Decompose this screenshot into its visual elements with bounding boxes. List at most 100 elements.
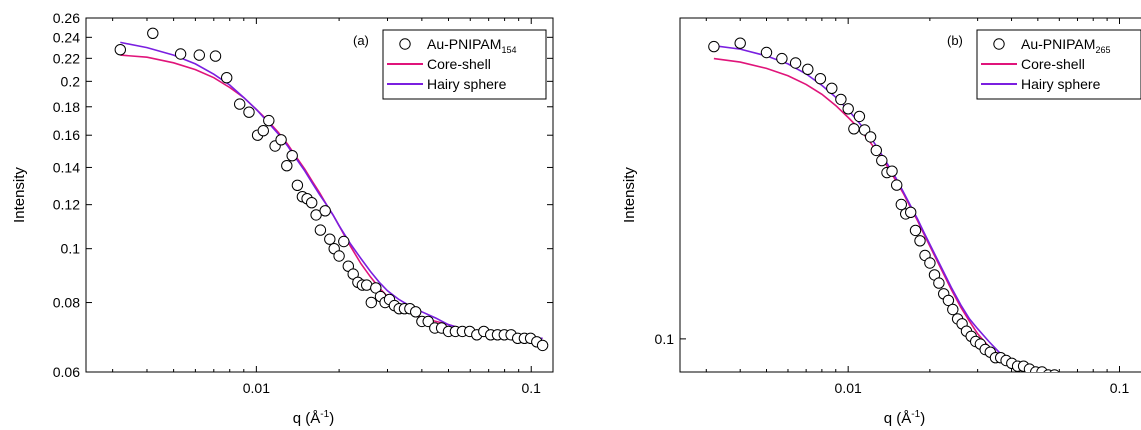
chart-panel-b: 0.01 0.1 0.1 q (Å-1) Intensity (b) Au-PNIPAM26… (621, 17, 1141, 427)
x-tick-label: 0.1 (1110, 380, 1130, 396)
data-point (842, 103, 854, 115)
data-point (1069, 373, 1079, 383)
data-point (221, 72, 233, 84)
plot-frame (679, 17, 1141, 373)
x-axis-label: q (Å-1) (884, 409, 925, 427)
legend-entry-text: Hairy sphere (1021, 76, 1101, 92)
data-point (886, 165, 898, 177)
legend-entry-hairy-sphere: Hairy sphere (1021, 76, 1101, 92)
legend-entry-text: Core-shell (1021, 56, 1085, 72)
data-point (263, 114, 275, 127)
x-axis-label-close: ) (920, 410, 925, 427)
data-point (1081, 376, 1091, 386)
data-point (275, 134, 287, 146)
data-point (291, 179, 304, 192)
data-point (891, 179, 903, 191)
data-point (1049, 369, 1060, 372)
data-point (942, 294, 955, 307)
data-point (193, 49, 206, 61)
data-point (914, 235, 926, 247)
y-tick-label: 0.22 (53, 50, 80, 66)
chart-panel-a: 0.01 0.1 0.06 0.08 0.1 0.12 0.14 0.16 0.18 0.2 0.2… (11, 10, 554, 427)
data-point (734, 37, 746, 49)
data-point (708, 40, 720, 53)
data-point (1056, 373, 1066, 383)
x-axis-label-exponent: -1 (911, 409, 920, 420)
y-tick-label: 0.14 (53, 159, 80, 175)
data-point (1088, 376, 1098, 386)
x-tick-label: 0.01 (243, 380, 270, 396)
data-point (306, 197, 318, 209)
data-point (257, 125, 269, 137)
data-point (864, 131, 877, 143)
data-point (909, 224, 922, 237)
legend-entry-au-pnipam: Au-PNIPAM265 (1021, 36, 1110, 55)
y-axis-label: Intensity (11, 167, 28, 223)
y-axis-label: Intensity (621, 167, 638, 223)
data-point (333, 250, 345, 262)
data-point (147, 27, 159, 39)
data-point (536, 339, 549, 352)
data-point (876, 154, 888, 167)
data-point (933, 277, 945, 289)
legend-marker-circle (399, 38, 411, 50)
data-point (1094, 376, 1104, 386)
x-tick-label: 0.1 (522, 380, 542, 396)
data-point (760, 46, 773, 59)
x-tick-label: 0.01 (835, 380, 862, 396)
data-point (802, 63, 814, 76)
y-tick-label: 0.1 (61, 241, 81, 257)
x-axis-label-close: ) (329, 410, 334, 427)
data-point (281, 160, 293, 172)
data-point (895, 198, 907, 211)
data-point (848, 123, 860, 135)
data-point (314, 224, 327, 236)
data-point (853, 110, 866, 123)
y-tick-label: 0.06 (53, 364, 80, 380)
panel-label: (b) (947, 33, 963, 48)
x-axis-label-text: q (Å (884, 410, 912, 427)
y-tick-label: 0.1 (655, 331, 675, 347)
data-point (370, 282, 382, 294)
legend-entry-text: Core-shell (427, 56, 491, 72)
plot-area (708, 37, 1104, 386)
data-point (924, 257, 936, 269)
plot-area (114, 27, 549, 352)
data-point (835, 93, 847, 106)
y-tick-label: 0.08 (53, 295, 80, 311)
data-point (905, 206, 917, 219)
data-point (286, 150, 298, 162)
x-axis-label-exponent: -1 (320, 409, 329, 420)
data-point (174, 48, 187, 60)
data-point (1062, 373, 1072, 383)
legend-entry-text: Hairy sphere (427, 76, 507, 92)
data-point (789, 57, 802, 69)
data-point (114, 44, 127, 56)
y-tick-label: 0.12 (53, 197, 80, 213)
legend-entry-au-pnipam: Au-PNIPAM154 (427, 36, 516, 55)
x-axis-label: q (Å-1) (293, 409, 334, 427)
legend-entry-subscript: 265 (1095, 45, 1110, 55)
series-line-core-shell (713, 57, 1041, 372)
data-point (319, 205, 331, 217)
legend-entry-core-shell: Core-shell (427, 56, 491, 72)
y-tick-label: 0.24 (53, 29, 80, 45)
panel-label: (a) (353, 33, 369, 48)
data-point (947, 303, 959, 316)
data-point (243, 106, 255, 118)
data-point (209, 50, 222, 62)
legend-entry-hairy-sphere: Hairy sphere (427, 76, 507, 92)
legend-entry-core-shell: Core-shell (1021, 56, 1085, 72)
legend-entry-text: Au-PNIPAM (1021, 36, 1095, 52)
data-point (410, 306, 422, 318)
data-point (338, 235, 350, 248)
x-axis-label-text: q (Å (293, 410, 321, 427)
y-tick-label: 0.16 (53, 127, 80, 143)
y-tick-label: 0.18 (53, 99, 80, 115)
data-point (365, 296, 377, 309)
data-point (1075, 376, 1085, 386)
data-point (814, 73, 827, 85)
